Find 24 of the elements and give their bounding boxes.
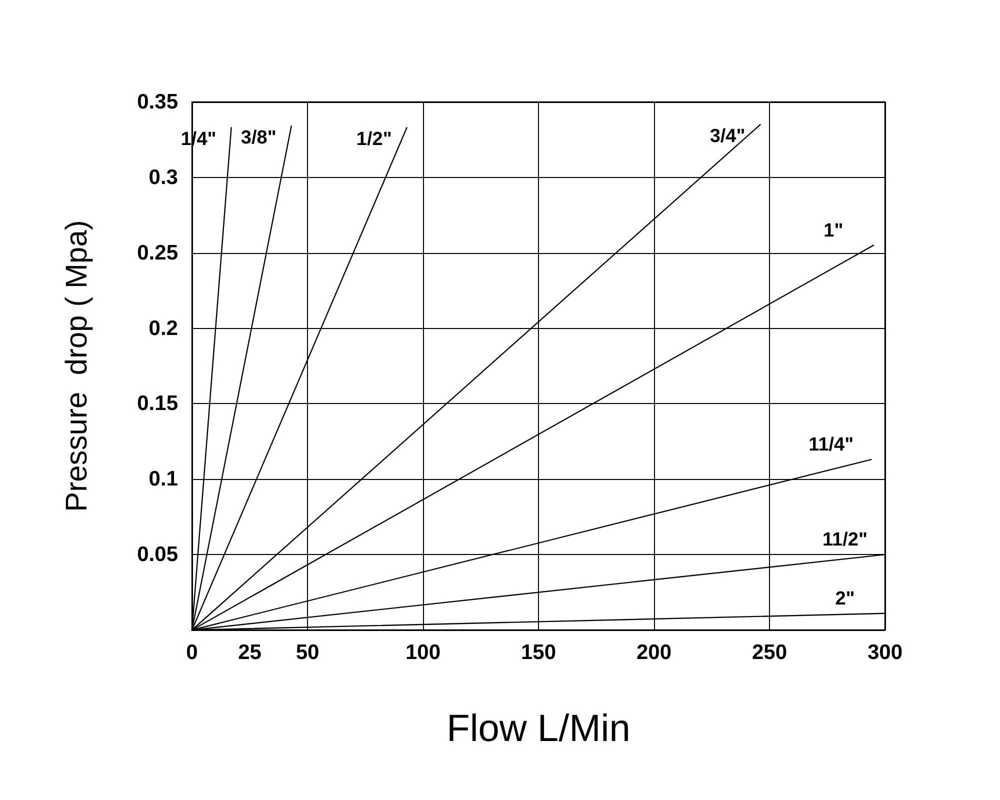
x-tick-label: 0 <box>186 641 198 664</box>
x-tick-label: 25 <box>238 641 262 664</box>
y-tick-label: 0.25 <box>137 241 178 264</box>
x-tick-label: 150 <box>520 641 556 664</box>
x-tick-label: 250 <box>752 641 788 664</box>
x-tick-label: 300 <box>867 641 903 664</box>
series-label: 1" <box>824 220 844 242</box>
x-axis-title: Flow L/Min <box>446 708 630 750</box>
y-tick-label: 0.35 <box>137 90 178 114</box>
x-tick-label: 50 <box>296 641 320 664</box>
series-label: 11/4" <box>808 434 854 456</box>
y-tick-label: 0.15 <box>137 392 178 416</box>
series-label: 1/2" <box>356 129 392 150</box>
x-tick-label: 200 <box>636 641 672 664</box>
series-label: 3/8" <box>240 128 276 149</box>
series-label: 11/2" <box>822 530 868 551</box>
y-tick-label: 0.1 <box>148 468 178 491</box>
y-axis-title: Pressure drop ( Mpa) <box>60 220 94 512</box>
series-label: 2" <box>835 588 855 610</box>
x-tick-label: 100 <box>405 641 441 664</box>
y-tick-label: 0.05 <box>137 543 178 566</box>
y-tick-label: 0.3 <box>148 166 178 189</box>
series-label: 3/4" <box>710 126 746 148</box>
y-tick-label: 0.2 <box>148 316 178 340</box>
